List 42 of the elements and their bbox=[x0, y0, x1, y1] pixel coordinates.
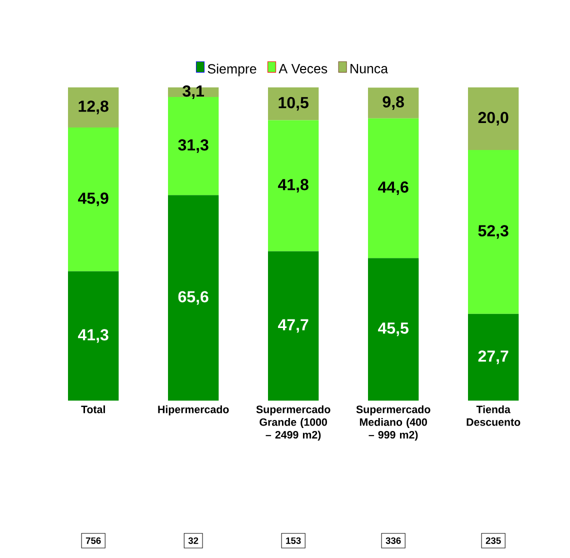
data-label: 20,0 bbox=[478, 112, 508, 126]
x-tick-label: Hipermercado bbox=[158, 405, 229, 416]
bar bbox=[168, 195, 219, 401]
data-label: 65,6 bbox=[178, 291, 208, 305]
legend-label: Nunca bbox=[350, 64, 388, 74]
data-label: 52,3 bbox=[478, 225, 508, 239]
bar bbox=[468, 150, 519, 314]
data-label: 44,6 bbox=[378, 181, 408, 196]
x-tick-label: Supermercado Mediano (400 – 999 m2) bbox=[356, 405, 430, 441]
bar bbox=[468, 87, 519, 150]
data-label: 12,8 bbox=[78, 100, 108, 114]
legend-label: A Veces bbox=[278, 64, 328, 74]
bar bbox=[268, 120, 319, 252]
text: 153 bbox=[286, 537, 301, 544]
data-label: 31,3 bbox=[178, 139, 208, 153]
data-label: 45,5 bbox=[378, 322, 408, 336]
x-tick-label: Total bbox=[81, 405, 105, 414]
bar bbox=[68, 127, 119, 272]
text: 235 bbox=[486, 537, 501, 544]
data-label: 41,3 bbox=[78, 329, 108, 343]
bar bbox=[68, 271, 119, 401]
bar bbox=[168, 97, 219, 196]
bar bbox=[368, 88, 419, 118]
bar bbox=[368, 118, 419, 258]
x-tick-label: Tienda Descuento bbox=[466, 405, 520, 426]
bar bbox=[468, 314, 519, 401]
data-label: 3,1 bbox=[182, 85, 204, 100]
data-label: 27,7 bbox=[478, 350, 508, 364]
bar bbox=[268, 251, 319, 401]
data-label: 41,8 bbox=[278, 178, 308, 193]
bar bbox=[268, 87, 319, 120]
text: 756 bbox=[86, 537, 101, 544]
data-label: 45,9 bbox=[78, 192, 108, 206]
bar bbox=[368, 258, 419, 401]
data-label: 10,5 bbox=[278, 96, 308, 111]
legend-label: Siempre bbox=[208, 64, 256, 76]
text: 336 bbox=[386, 537, 401, 544]
data-label: 9,8 bbox=[382, 96, 404, 110]
bar bbox=[68, 87, 119, 128]
x-tick-label: Supermercado Grande (1000 – 2499 m2) bbox=[256, 405, 330, 441]
text: 32 bbox=[188, 537, 198, 544]
data-label: 47,7 bbox=[278, 319, 308, 333]
